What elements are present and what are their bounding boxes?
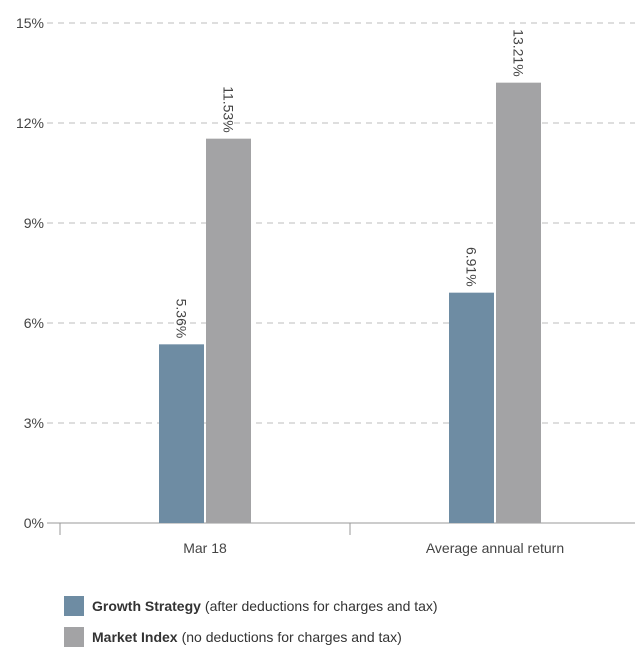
bar-chart: 0% 3% 6% 9% 12% 15% 5.36% 11.53% Mar 18 6.91% 13.2… [16,15,635,556]
y-tick-label: 9% [24,215,44,231]
legend-series-note: (no deductions for charges and tax) [181,629,402,645]
y-tick-label: 12% [16,115,44,131]
data-label: 11.53% [221,86,237,132]
legend-series-note: (after deductions for charges and tax) [204,598,438,614]
data-label: 5.36% [174,299,190,339]
bar [159,344,204,523]
x-tick-label: Mar 18 [183,540,227,556]
legend-item-market-index: Market Index (no deductions for charges … [64,627,402,647]
legend-swatch-growth-strategy [64,596,84,616]
legend-swatch-market-index [64,627,84,647]
bar [206,138,251,523]
y-tick-label: 6% [24,315,44,331]
y-tick-label: 0% [24,515,44,531]
y-tick-label: 3% [24,415,44,431]
legend-series-name: Growth Strategy [92,598,201,614]
bar [449,292,494,523]
data-label: 13.21% [511,29,527,76]
x-tick-label: Average annual return [426,540,564,556]
legend-item-growth-strategy: Growth Strategy (after deductions for ch… [64,596,438,616]
legend-series-name: Market Index [92,629,178,645]
bar [496,82,541,524]
data-label: 6.91% [464,247,480,287]
y-tick-label: 15% [16,15,44,31]
